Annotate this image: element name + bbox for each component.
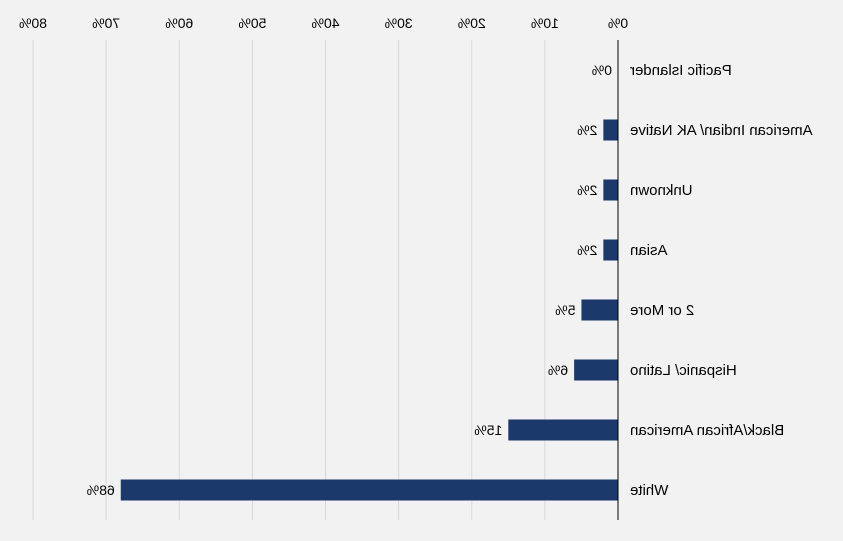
x-tick-label: 20% [458, 15, 486, 31]
bar [121, 480, 618, 501]
category-label: 2 or More [630, 302, 694, 319]
bar [603, 240, 618, 261]
demographics-bar-chart: Pacific Islander American Indian/ AK Nat… [0, 0, 843, 541]
category-label: American Indian/ AK Native [630, 122, 813, 139]
bar [603, 120, 618, 141]
value-label: 15% [474, 422, 502, 438]
x-tick-label: 80% [19, 15, 47, 31]
value-label: 0% [592, 62, 612, 78]
category-label: White [630, 482, 668, 499]
value-label: 6% [548, 362, 568, 378]
category-label: Unknown [630, 182, 693, 199]
x-tick-label: 70% [92, 15, 120, 31]
bar [508, 420, 618, 441]
x-tick-label: 10% [531, 15, 559, 31]
bar [603, 180, 618, 201]
x-tick-label: 30% [385, 15, 413, 31]
mirrored-container: Pacific Islander American Indian/ AK Nat… [0, 0, 843, 541]
x-tick-label: 40% [311, 15, 339, 31]
bar [581, 300, 618, 321]
bars [121, 120, 618, 501]
category-label: Pacific Islander [630, 62, 732, 79]
value-label: 2% [577, 122, 597, 138]
bar [574, 360, 618, 381]
category-labels: Pacific Islander American Indian/ AK Nat… [630, 62, 813, 499]
category-label: Hispanic/ Latino [630, 362, 737, 379]
x-tick-label: 50% [238, 15, 266, 31]
category-label: Black/African American [630, 422, 784, 439]
category-label: Asian [630, 242, 668, 259]
x-tick-label: 60% [165, 15, 193, 31]
x-tick-labels: 0% 10% 20% 30% 40% 50% 60% 70% 80% [19, 15, 628, 31]
value-label: 68% [87, 482, 115, 498]
x-tick-label: 0% [608, 15, 628, 31]
value-label: 2% [577, 242, 597, 258]
value-label: 2% [577, 182, 597, 198]
value-label: 5% [555, 302, 575, 318]
